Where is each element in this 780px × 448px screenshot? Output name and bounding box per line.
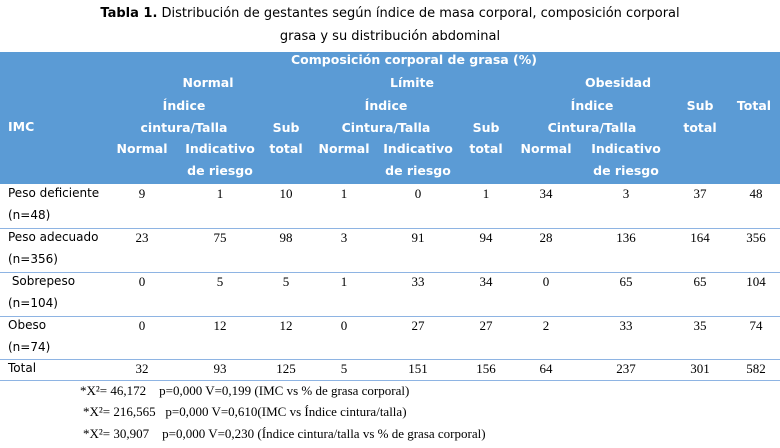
- row-label-obeso: Obeso: [8, 318, 47, 332]
- table-cell: 98: [279, 230, 293, 245]
- table-cell: 93: [213, 361, 227, 376]
- table-cell: 23: [135, 230, 149, 245]
- table-cell: 1: [340, 274, 348, 289]
- normal-col-indicativo: Indicativo: [185, 141, 255, 156]
- normal-col-normal: Normal: [116, 141, 168, 156]
- table-cell: 12: [279, 318, 293, 333]
- table-cell: 151: [408, 361, 428, 376]
- limite-col-normal: Normal: [318, 141, 370, 156]
- normal-indice-label: Índice: [162, 98, 206, 113]
- row-divider: [0, 359, 780, 360]
- limite-group-header: Límite: [389, 75, 435, 90]
- table-cell: 12: [213, 318, 227, 333]
- normal-group-header: Normal: [182, 75, 234, 90]
- obesidad-col-indicativo: Indicativo: [591, 141, 661, 156]
- obesidad-col-normal: Normal: [520, 141, 572, 156]
- table-cell: 1: [482, 186, 490, 201]
- row-label-total: Total: [8, 361, 37, 375]
- table-cell: 104: [746, 274, 766, 289]
- normal-col-total: total: [269, 141, 303, 156]
- table-cell: 1: [340, 186, 348, 201]
- normal-cintura-talla-label: cintura/Talla: [140, 120, 228, 135]
- table-cell: 2: [542, 318, 550, 333]
- normal-col-de-riesgo: de riesgo: [187, 163, 253, 178]
- imc-header: IMC: [8, 119, 35, 134]
- table-cell: 0: [138, 274, 146, 289]
- table-cell: 3: [340, 230, 348, 245]
- row-divider: [0, 272, 780, 273]
- table-cell: 164: [690, 230, 710, 245]
- table-cell: 33: [619, 318, 633, 333]
- table-cell: 33: [411, 274, 425, 289]
- row-sublabel-peso-adecuado: (n=356): [8, 252, 58, 266]
- obesidad-cintura-talla-label: Cintura/Talla: [547, 120, 637, 135]
- obesidad-col-sub: Sub: [686, 98, 714, 113]
- table-caption-line-1: Tabla 1. Distribución de gestantes según…: [0, 6, 780, 21]
- table-cell: 356: [746, 230, 766, 245]
- limite-col-indicativo: Indicativo: [383, 141, 453, 156]
- table-cell: 0: [340, 318, 348, 333]
- row-divider: [0, 228, 780, 229]
- table-cell: 32: [135, 361, 149, 376]
- limite-col-total: total: [469, 141, 503, 156]
- table-cell: 5: [340, 361, 348, 376]
- obesidad-col-total: total: [683, 120, 717, 135]
- chi-square-note-3: *X²= 30,907 p=0,000 V=0,230 (Índice cint…: [83, 426, 486, 441]
- table-cell: 28: [539, 230, 553, 245]
- row-divider: [0, 380, 780, 381]
- normal-col-sub: Sub: [272, 120, 300, 135]
- total-col-header: Total: [736, 98, 772, 113]
- table-header: Composición corporal de grasa (%) IMC No…: [0, 52, 780, 184]
- chi-square-note-1: *X²= 46,172 p=0,000 V=0,199 (IMC vs % de…: [80, 383, 410, 398]
- table-cell: 0: [138, 318, 146, 333]
- table-cell: 91: [411, 230, 425, 245]
- table-cell: 10: [279, 186, 293, 201]
- row-sublabel-sobrepeso: (n=104): [8, 296, 58, 310]
- row-label-sobrepeso: Sobrepeso: [8, 274, 76, 288]
- row-sublabel-peso-deficiente: (n=48): [8, 208, 51, 222]
- table-cell: 156: [476, 361, 496, 376]
- table-cell: 65: [619, 274, 633, 289]
- table-cell: 34: [539, 186, 553, 201]
- table-cell: 1: [216, 186, 224, 201]
- limite-col-de-riesgo: de riesgo: [385, 163, 451, 178]
- row-label-peso-adecuado: Peso adecuado: [8, 230, 99, 244]
- table-cell: 0: [542, 274, 550, 289]
- row-divider: [0, 316, 780, 317]
- table-cell: 27: [479, 318, 493, 333]
- group-title: Composición corporal de grasa (%): [290, 52, 538, 67]
- obesidad-col-de-riesgo: de riesgo: [593, 163, 659, 178]
- row-sublabel-obeso: (n=74): [8, 340, 51, 354]
- table-cell: 27: [411, 318, 425, 333]
- table-cell: 64: [539, 361, 553, 376]
- row-label-peso-deficiente: Peso deficiente: [8, 186, 100, 200]
- table-cell: 136: [616, 230, 636, 245]
- table-cell: 74: [749, 318, 763, 333]
- table-cell: 34: [479, 274, 493, 289]
- table-caption-line-2: grasa y su distribución abdominal: [279, 29, 501, 44]
- table-cell: 0: [414, 186, 422, 201]
- limite-indice-label: Índice: [364, 98, 408, 113]
- table-cell: 94: [479, 230, 493, 245]
- table-cell: 37: [693, 186, 707, 201]
- table-cell: 125: [276, 361, 296, 376]
- obesidad-indice-label: Índice: [570, 98, 614, 113]
- table-cell: 5: [282, 274, 290, 289]
- table-cell: 48: [749, 186, 763, 201]
- table-caption-text: Distribución de gestantes según índice d…: [157, 6, 680, 21]
- table-cell: 75: [213, 230, 227, 245]
- table-number: Tabla 1.: [100, 6, 158, 21]
- chi-square-note-2: *X²= 216,565 p=0,000 V=0,610(IMC vs Índi…: [83, 404, 407, 419]
- table-cell: 237: [616, 361, 636, 376]
- table-cell: 301: [690, 361, 710, 376]
- obesidad-group-header: Obesidad: [584, 75, 652, 90]
- table-cell: 35: [693, 318, 707, 333]
- table-cell: 3: [622, 186, 630, 201]
- limite-col-sub: Sub: [472, 120, 500, 135]
- table-cell: 65: [693, 274, 707, 289]
- limite-cintura-talla-label: Cintura/Talla: [341, 120, 431, 135]
- table-cell: 582: [746, 361, 766, 376]
- table-cell: 9: [138, 186, 146, 201]
- table-cell: 5: [216, 274, 224, 289]
